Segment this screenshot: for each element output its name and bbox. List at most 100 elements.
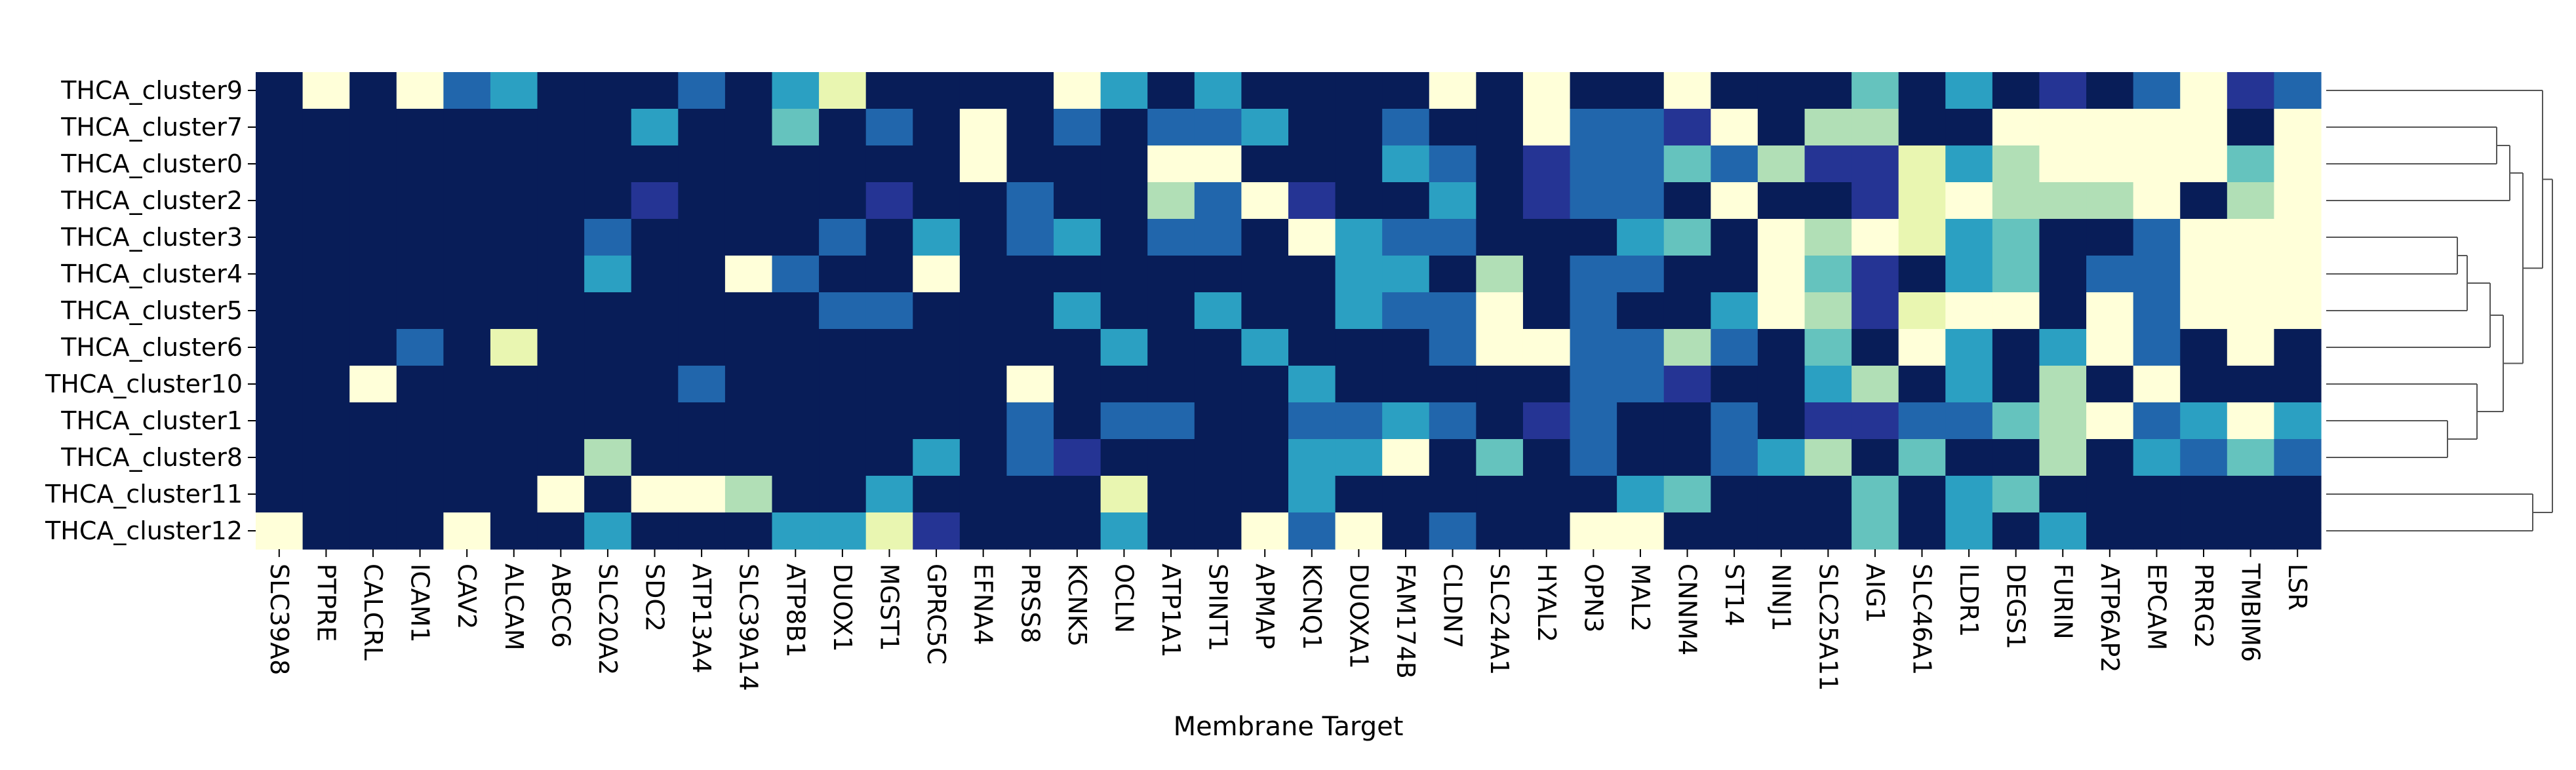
- heatmap-cell: [1335, 219, 1383, 256]
- heatmap-cell: [1147, 182, 1195, 220]
- heatmap-cell: [1663, 366, 1711, 403]
- heatmap-cell: [678, 366, 726, 403]
- heatmap-cell: [1663, 256, 1711, 293]
- heatmap-cell: [1288, 329, 1336, 366]
- heatmap-cell: [1992, 512, 2040, 550]
- heatmap-cell: [1570, 72, 1617, 109]
- heatmap-cell: [1852, 329, 1899, 366]
- heatmap-cell: [959, 366, 1008, 403]
- heatmap-cell: [1617, 439, 1665, 476]
- heatmap-cell: [913, 109, 961, 146]
- column-label: EFNA4: [969, 564, 998, 645]
- heatmap-cell: [819, 329, 867, 366]
- heatmap-cell: [1663, 219, 1711, 256]
- heatmap-cell: [490, 512, 538, 550]
- heatmap-cell: [2227, 145, 2275, 183]
- heatmap-cell: [1476, 476, 1524, 513]
- heatmap-cell: [349, 145, 397, 183]
- heatmap-cell: [302, 182, 350, 220]
- heatmap-cell: [2086, 145, 2134, 183]
- heatmap-cell: [1100, 145, 1148, 183]
- heatmap-cell: [537, 72, 585, 109]
- heatmap-cell: [1382, 72, 1430, 109]
- heatmap-cell: [256, 256, 304, 293]
- heatmap-cell: [2086, 182, 2134, 220]
- column-label: ICAM1: [406, 564, 435, 643]
- heatmap-cell: [2133, 402, 2181, 440]
- heatmap-cell: [1194, 109, 1242, 146]
- heatmap-cell: [959, 109, 1008, 146]
- heatmap-cell: [2086, 219, 2134, 256]
- heatmap-cell: [1617, 219, 1665, 256]
- heatmap-cell: [1522, 512, 1571, 550]
- heatmap-cell: [2086, 439, 2134, 476]
- heatmap-cell: [2086, 402, 2134, 440]
- heatmap-cell: [1241, 109, 1289, 146]
- heatmap-cell: [724, 366, 773, 403]
- heatmap-cell: [1194, 366, 1242, 403]
- heatmap-cell: [443, 256, 491, 293]
- heatmap-cell: [396, 256, 444, 293]
- column-label: PRRG2: [2189, 564, 2218, 648]
- column-label: APMAP: [1250, 564, 1279, 649]
- heatmap-cell: [1476, 219, 1524, 256]
- column-label: ST14: [1720, 564, 1749, 626]
- heatmap-cell: [1804, 72, 1852, 109]
- heatmap-cell: [1663, 182, 1711, 220]
- heatmap-cell: [1570, 182, 1617, 220]
- heatmap-cell: [490, 366, 538, 403]
- heatmap-cell: [2274, 402, 2322, 440]
- row-label: THCA_cluster8: [60, 443, 243, 472]
- heatmap-cell: [1476, 402, 1524, 440]
- column-label: SDC2: [641, 564, 669, 632]
- heatmap-cell: [678, 182, 726, 220]
- heatmap-cell: [1429, 476, 1476, 513]
- heatmap-cell: [1335, 512, 1383, 550]
- column-label: CALCRL: [359, 564, 387, 661]
- heatmap-cell: [490, 292, 538, 330]
- heatmap-cell: [1711, 182, 1758, 220]
- heatmap-cell: [349, 329, 397, 366]
- heatmap-cell: [631, 292, 679, 330]
- heatmap-cell: [396, 182, 444, 220]
- heatmap-cell: [396, 219, 444, 256]
- heatmap-cell: [2274, 256, 2322, 293]
- heatmap-cell: [584, 439, 632, 476]
- heatmap-cell: [1663, 439, 1711, 476]
- heatmap-cell: [256, 476, 304, 513]
- heatmap-cell: [1100, 476, 1148, 513]
- heatmap-cell: [302, 109, 350, 146]
- heatmap-cell: [2039, 402, 2087, 440]
- heatmap-cell: [1382, 292, 1430, 330]
- heatmap-cell: [349, 402, 397, 440]
- heatmap-cell: [537, 366, 585, 403]
- heatmap-cell: [1711, 439, 1758, 476]
- heatmap-cell: [819, 512, 867, 550]
- heatmap-cell: [537, 476, 585, 513]
- heatmap-cell: [1852, 512, 1899, 550]
- heatmap-cell: [584, 476, 632, 513]
- column-label: ATP1A1: [1157, 564, 1185, 658]
- heatmap-cell: [1898, 512, 1946, 550]
- heatmap-cell: [1522, 72, 1571, 109]
- column-label: ALCAM: [500, 564, 528, 650]
- row-labels: THCA_cluster9 THCA_cluster7 THCA_cluster0 T…: [45, 76, 256, 545]
- heatmap-cell: [1006, 219, 1054, 256]
- heatmap-cell: [584, 512, 632, 550]
- heatmap-cell: [537, 145, 585, 183]
- heatmap-cell: [1945, 329, 1993, 366]
- heatmap-cell: [1570, 292, 1617, 330]
- heatmap-cell: [1757, 439, 1806, 476]
- heatmap-cell: [1382, 476, 1430, 513]
- heatmap-cell: [1288, 439, 1336, 476]
- heatmap-cell: [1570, 256, 1617, 293]
- heatmap-cell: [2180, 402, 2228, 440]
- heatmap-cell: [1757, 109, 1806, 146]
- heatmap-cell: [1757, 329, 1806, 366]
- heatmap-cell: [1335, 256, 1383, 293]
- heatmap-cell: [631, 476, 679, 513]
- heatmap-cell: [1241, 256, 1289, 293]
- heatmap-cell: [1429, 256, 1476, 293]
- heatmap-cell: [2180, 366, 2228, 403]
